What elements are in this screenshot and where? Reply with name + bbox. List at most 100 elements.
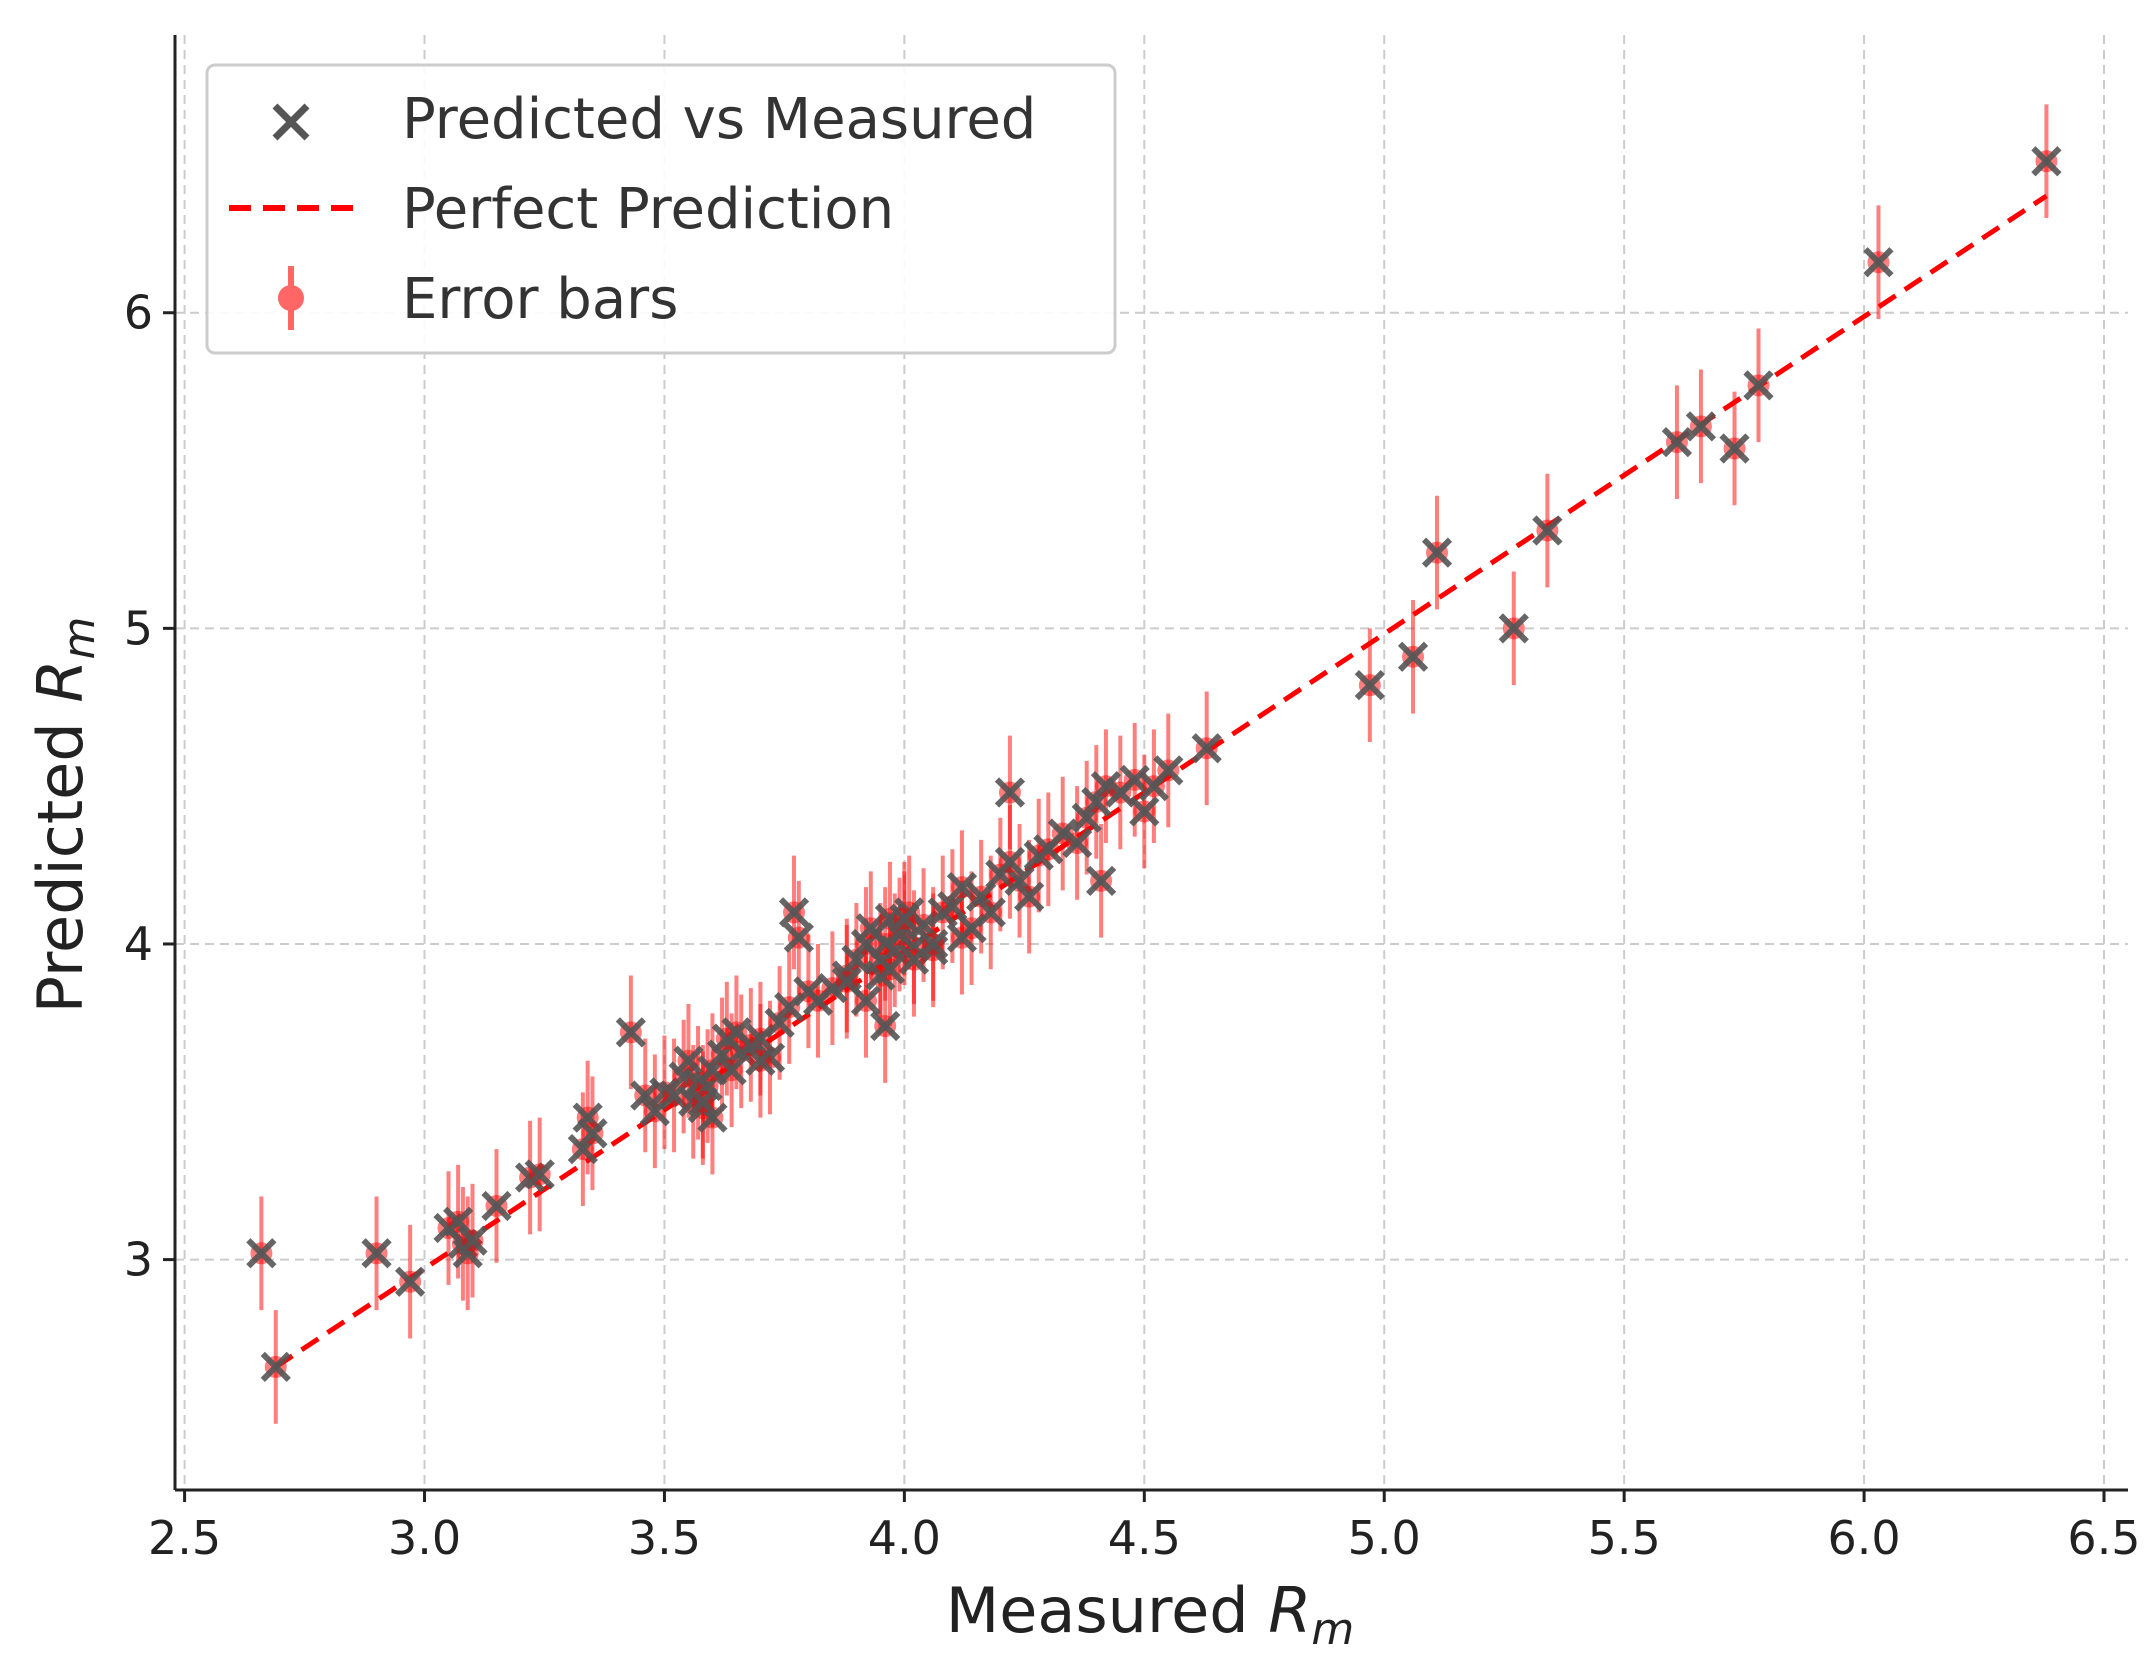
- x-axis-label: Measured Rm: [946, 1574, 1355, 1655]
- x-marker-stroke: [946, 872, 978, 903]
- data-point: [395, 1266, 426, 1297]
- data-point: [994, 777, 1026, 808]
- legend-label-errorbars: Error bars: [402, 267, 678, 332]
- data-point: [524, 1159, 555, 1190]
- ticks: 2.5 3.0 3.5 4.0 4.5 5.0 5.5 6.0 6.5 3 4 5 6: [124, 286, 2141, 1565]
- data-point: [1532, 515, 1563, 546]
- x-marker-stroke: [1661, 427, 1693, 458]
- data-point: [918, 928, 949, 960]
- x-marker-stroke: [1062, 827, 1093, 859]
- data-point: [1421, 537, 1453, 568]
- x-marker-stroke: [918, 928, 949, 960]
- data-point: [1498, 613, 1529, 644]
- legend-box: [205, 63, 1117, 355]
- x-marker-stroke: [572, 1102, 603, 1133]
- x-marker-stroke: [1397, 641, 1429, 672]
- x-tick-label: 3.0: [388, 1511, 461, 1565]
- x-marker-stroke: [615, 1017, 646, 1048]
- x-marker-stroke: [1532, 515, 1563, 546]
- data-point: [1081, 786, 1112, 818]
- data-point: [481, 1190, 512, 1222]
- data-point: [361, 1238, 392, 1269]
- data-point: [1129, 796, 1160, 827]
- legend: Predicted vs Measured Perfect Prediction…: [205, 63, 1117, 355]
- x-tick-label: 6.0: [1828, 1511, 1901, 1565]
- x-marker-stroke: [1354, 670, 1385, 701]
- x-marker-stroke: [2031, 146, 2062, 177]
- legend-label-perfect: Perfect Prediction: [402, 177, 894, 242]
- x-marker-stroke: [1014, 881, 1045, 912]
- data-point: [1085, 865, 1117, 896]
- data-point: [1153, 755, 1184, 786]
- x-marker-stroke: [481, 1190, 512, 1222]
- legend-label-predicted: Predicted vs Measured: [402, 87, 1036, 152]
- data-point: [778, 897, 810, 928]
- x-marker-stroke: [1153, 755, 1184, 786]
- x-tick-label: 6.5: [2067, 1511, 2140, 1565]
- data-point: [577, 1118, 608, 1149]
- x-tick-label: 2.5: [148, 1511, 221, 1565]
- x-marker-stroke: [831, 966, 862, 997]
- data-point: [1014, 881, 1045, 912]
- data-point: [673, 1045, 704, 1076]
- x-marker-stroke: [1421, 537, 1453, 568]
- x-marker-stroke: [1119, 764, 1150, 795]
- x-marker-stroke: [889, 903, 920, 934]
- data-point: [1397, 641, 1429, 672]
- x-marker-stroke: [874, 954, 906, 985]
- x-marker-stroke: [745, 1045, 776, 1076]
- data-point: [2031, 146, 2062, 177]
- data-point: [946, 922, 978, 953]
- y-tick-label: 3: [124, 1233, 153, 1287]
- data-point: [716, 1055, 747, 1086]
- x-marker-stroke: [1743, 370, 1774, 401]
- data-point: [442, 1206, 474, 1237]
- x-marker-stroke: [524, 1159, 555, 1190]
- data-point: [874, 954, 906, 985]
- x-marker-stroke: [673, 1045, 704, 1076]
- data-point: [870, 1010, 901, 1042]
- data-point: [831, 966, 862, 997]
- data-point: [975, 897, 1006, 928]
- legend-marker-errorbar: [278, 266, 304, 330]
- x-marker-stroke: [687, 1086, 718, 1117]
- x-marker-stroke: [1129, 796, 1160, 827]
- points-layer: [246, 146, 2062, 1383]
- data-point: [745, 1045, 776, 1076]
- x-marker-stroke: [1863, 247, 1894, 278]
- data-point: [687, 1086, 718, 1117]
- x-marker-stroke: [946, 922, 978, 953]
- x-marker-stroke: [442, 1206, 474, 1237]
- x-marker-stroke: [1004, 865, 1035, 896]
- x-marker-stroke: [1047, 818, 1078, 849]
- x-marker-stroke: [1685, 411, 1717, 442]
- x-marker-stroke: [1090, 771, 1122, 802]
- x-marker-stroke: [457, 1225, 488, 1256]
- x-marker-stroke: [994, 846, 1026, 878]
- x-tick-label: 5.0: [1348, 1511, 1421, 1565]
- data-point: [1354, 670, 1385, 701]
- x-marker-stroke: [908, 909, 939, 941]
- x-tick-label: 4.0: [868, 1511, 941, 1565]
- data-point: [1863, 247, 1894, 278]
- x-tick-label: 4.5: [1108, 1511, 1181, 1565]
- x-marker-stroke: [870, 1010, 901, 1042]
- x-marker-stroke: [361, 1238, 392, 1269]
- data-point: [260, 1351, 291, 1383]
- x-tick-label: 3.5: [628, 1511, 701, 1565]
- x-marker-stroke: [850, 985, 882, 1016]
- data-point: [1719, 433, 1750, 464]
- x-marker-stroke: [975, 897, 1006, 928]
- data-point: [783, 922, 814, 953]
- data-point: [1661, 427, 1693, 458]
- x-marker-stroke: [1719, 433, 1750, 464]
- data-point: [994, 846, 1026, 878]
- x-marker-stroke: [783, 922, 814, 953]
- x-marker-stroke: [246, 1238, 277, 1269]
- data-point: [457, 1225, 488, 1256]
- x-marker-stroke: [716, 1055, 747, 1086]
- data-point: [246, 1238, 277, 1269]
- y-tick-label: 4: [124, 917, 153, 971]
- data-point: [1743, 370, 1774, 401]
